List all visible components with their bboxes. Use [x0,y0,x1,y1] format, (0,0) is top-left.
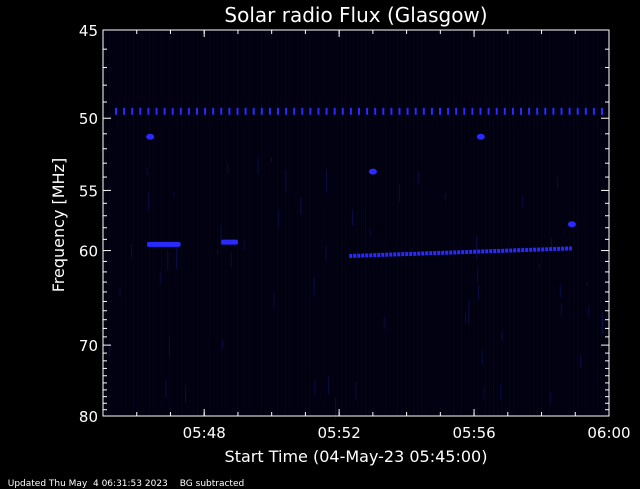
x-tick-label: 06:00 [587,424,630,442]
emission-streak [221,239,238,245]
y-tick-label: 80 [79,408,98,426]
y-tick-label: 50 [79,110,98,128]
emission-blob [476,133,485,140]
axis-ticks: 05:48 05:52 05:56 06:00 45 50 55 60 70 80 [79,22,631,442]
y-tick-label: 60 [79,243,98,261]
x-tick-label: 05:52 [318,424,361,442]
y-tick-label: 45 [79,22,98,40]
plot-background [103,30,609,416]
x-axis-label: Start Time (04-May-23 05:45:00) [225,447,488,466]
plot-frame [102,29,610,417]
x-tick-label: 05:48 [183,424,226,442]
drifting-emission [349,246,572,258]
updated-timestamp: Updated Thu May 4 06:31:53 2023 [7,479,168,489]
emission-blob [567,221,576,228]
bg-note: BG subtracted [179,479,245,489]
x-tick-label: 05:56 [452,424,495,442]
y-axis-label: Frequency [MHz] [49,158,68,292]
emission-band [115,107,603,115]
emission-streak [146,241,181,247]
emission-blob [368,168,377,175]
emission-blob [146,133,155,140]
chart-title: Solar radio Flux (Glasgow) [224,3,487,27]
noise-texture [105,31,606,420]
heatmap-layer [105,31,606,420]
footer: Updated Thu May 4 06:31:53 2023 BG subtra… [2,469,256,489]
y-tick-label: 70 [79,337,98,355]
y-tick-label: 55 [79,182,98,200]
